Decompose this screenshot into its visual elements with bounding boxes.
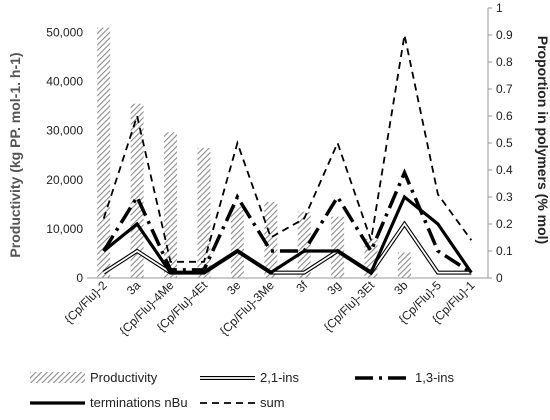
y-right-axis-label: Proportion in polymers (% mol) bbox=[535, 36, 550, 244]
productivity-bar bbox=[331, 216, 345, 278]
y-right-tick-label: 0.7 bbox=[496, 82, 513, 96]
legend-label-sum: sum bbox=[260, 395, 285, 410]
y-right-tick-label: 0.5 bbox=[496, 136, 513, 150]
y-left-tick-label: 20,000 bbox=[46, 173, 83, 187]
y-right-tick-label: 0 bbox=[496, 271, 503, 285]
y-right-tick-label: 0.9 bbox=[496, 28, 513, 42]
productivity-bar bbox=[97, 27, 111, 278]
productivity-bar bbox=[130, 103, 144, 279]
y-left-tick-label: 10,000 bbox=[46, 222, 83, 236]
line-sum bbox=[102, 34, 473, 263]
x-tick-label: 3e bbox=[224, 278, 244, 298]
y-right-tick-label: 0.2 bbox=[496, 217, 513, 231]
y-left-tick-label: 40,000 bbox=[46, 75, 83, 89]
productivity-bar bbox=[297, 211, 311, 278]
legend-label-terminations-nbu: terminations nBu bbox=[90, 395, 188, 410]
y-right-tick-label: 0.1 bbox=[496, 244, 513, 258]
productivity-bar bbox=[230, 206, 244, 278]
y-left-tick-label: 0 bbox=[76, 271, 83, 285]
y-left-tick-label: 30,000 bbox=[46, 124, 83, 138]
y-left-tick-labels: 0 10,000 20,000 30,000 40,000 50,000 bbox=[46, 26, 83, 285]
productivity-bar bbox=[164, 132, 178, 278]
y-right-tick-label: 0.4 bbox=[496, 163, 513, 177]
y-left-tick-label: 50,000 bbox=[46, 26, 83, 40]
y-right-tick-label: 0.8 bbox=[496, 55, 513, 69]
productivity-bar bbox=[197, 147, 211, 278]
y-right-tick-label: 0.3 bbox=[496, 190, 513, 204]
lines-layer bbox=[102, 34, 473, 276]
x-tick-label: 3g bbox=[324, 278, 343, 297]
plot-area bbox=[87, 8, 489, 279]
y-right-tick-labels: 0 0.1 0.2 0.3 0.4 0.5 0.6 0.7 0.8 0.9 1 bbox=[488, 1, 513, 285]
y-right-tick-label: 0.6 bbox=[496, 109, 513, 123]
productivity-bar bbox=[264, 201, 278, 278]
legend: Productivity 2,1-ins 1,3-ins terminations n… bbox=[30, 370, 455, 410]
x-tick-label: 3f bbox=[293, 278, 310, 295]
x-tick-label: 3a bbox=[124, 278, 144, 298]
line-1-3-ins bbox=[102, 168, 473, 275]
y-left-axis-label: Productivity (kg PP. mol-1. h-1) bbox=[7, 52, 23, 257]
x-tick-labels: {Cp/Flu}-2 3a{Cp/Flu}-4Me{Cp/Flu}-4Et 3e{C… bbox=[62, 278, 478, 338]
line-terminations-nbu bbox=[102, 194, 473, 275]
x-tick-label: {Cp/Flu}-2 bbox=[62, 278, 110, 326]
legend-label-1-3-ins: 1,3-ins bbox=[415, 370, 455, 385]
line-2-1-ins-inner bbox=[103, 222, 472, 274]
legend-swatch-productivity bbox=[30, 372, 85, 383]
legend-label-2-1-ins: 2,1-ins bbox=[260, 370, 300, 385]
productivity-bar bbox=[397, 252, 411, 278]
y-right-tick-label: 1 bbox=[496, 1, 503, 15]
legend-label-productivity: Productivity bbox=[90, 370, 158, 385]
x-tick-label: 3b bbox=[391, 278, 411, 298]
